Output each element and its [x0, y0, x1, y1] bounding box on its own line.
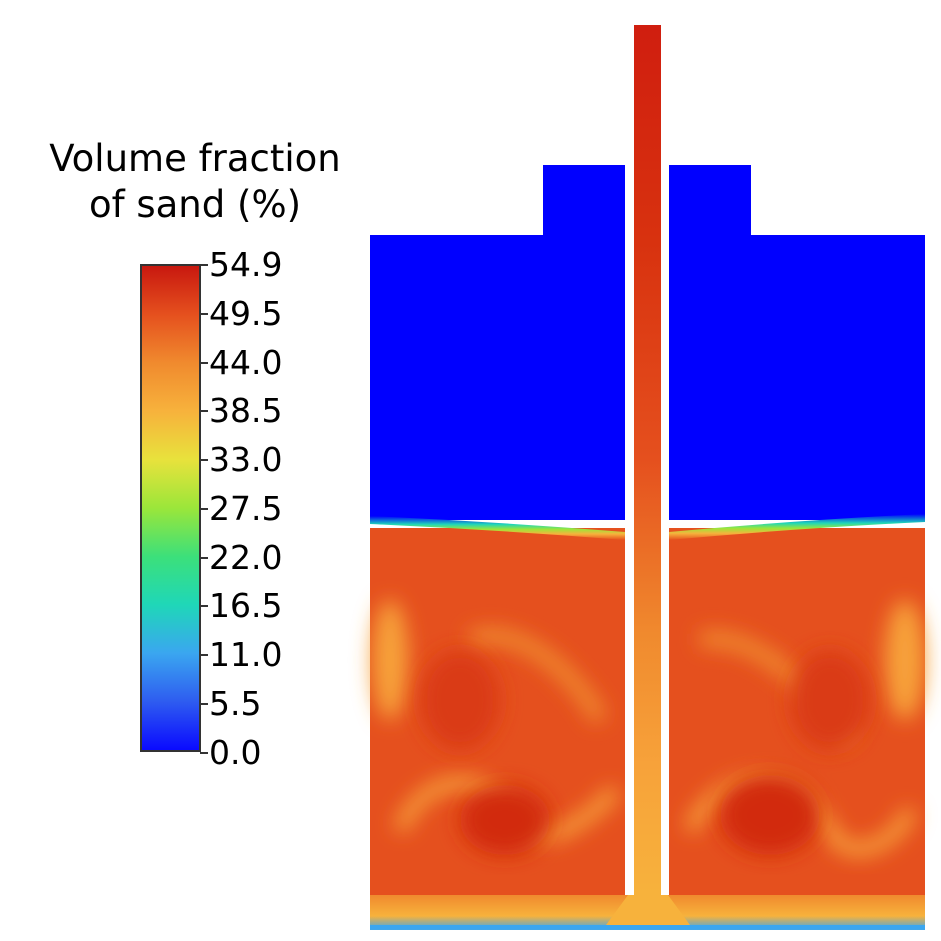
colorbar-tick: 44.0 [200, 345, 282, 381]
dense-cores [420, 650, 870, 855]
colorbar-ticks: 54.9 49.5 44.0 38.5 33.0 27.5 22.0 16.5 … [200, 0, 320, 941]
colorbar-title: Volume fraction of sand (%) [20, 136, 370, 228]
colorbar-tick: 16.5 [200, 588, 282, 624]
colorbar-tick: 5.5 [200, 686, 261, 722]
colorbar-tick: 49.5 [200, 296, 282, 332]
colorbar-tick: 11.0 [200, 637, 282, 673]
pipe-outlet [606, 895, 690, 925]
sand-bed-left [370, 528, 625, 920]
colorbar-tick: 33.0 [200, 442, 282, 478]
colorbar-title-line2: of sand (%) [88, 183, 302, 226]
pipe-wall-left [625, 165, 634, 895]
colorbar-tick: 22.0 [200, 540, 282, 576]
bottom-edge [370, 925, 925, 929]
colorbar-tick: 27.5 [200, 491, 282, 527]
colorbar [140, 264, 201, 752]
pipe-wall-right [661, 165, 669, 895]
water-region [370, 165, 625, 520]
colorbar-title-line1: Volume fraction [49, 137, 341, 180]
water-region-right [669, 165, 925, 520]
interface-left [370, 516, 625, 540]
interface-right [669, 514, 925, 540]
colorbar-tick: 0.0 [200, 735, 261, 771]
colorbar-tick: 38.5 [200, 393, 282, 429]
central-pipe [634, 25, 661, 895]
colorbar-tick: 54.9 [200, 247, 282, 283]
